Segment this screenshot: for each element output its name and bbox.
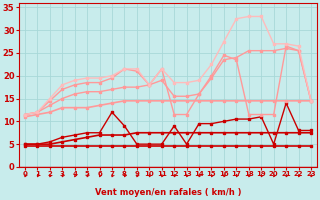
X-axis label: Vent moyen/en rafales ( km/h ): Vent moyen/en rafales ( km/h ) bbox=[95, 188, 241, 197]
